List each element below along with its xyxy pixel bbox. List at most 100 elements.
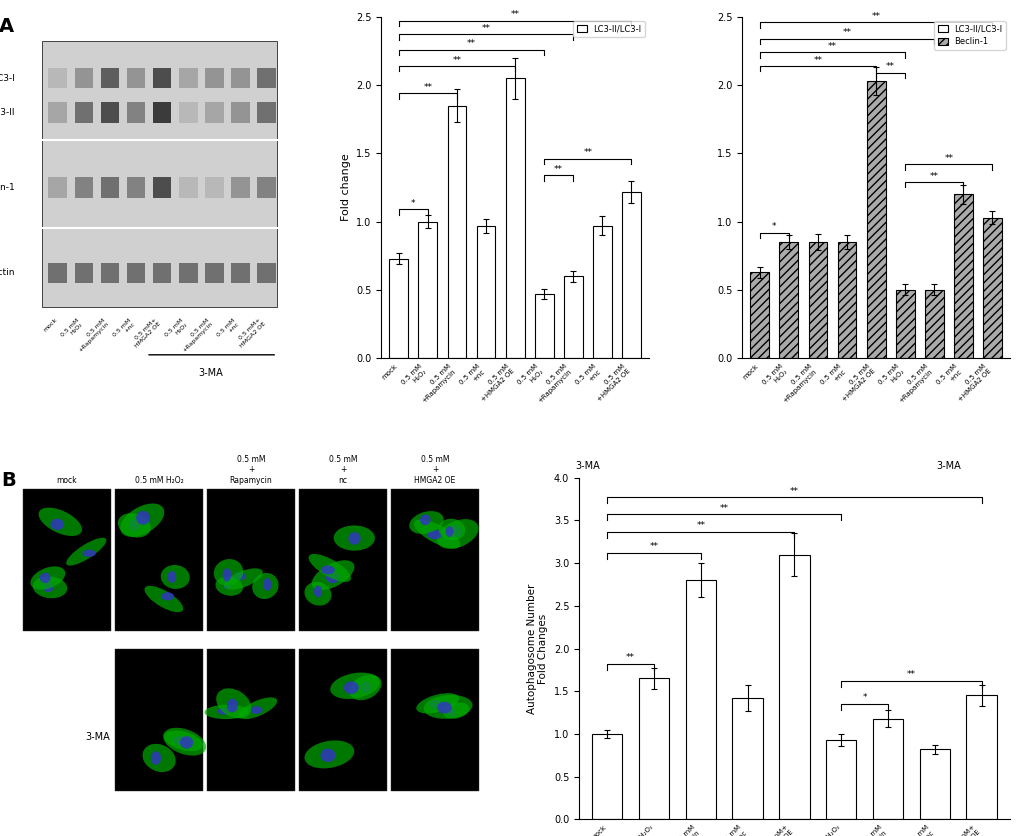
Ellipse shape — [31, 566, 65, 589]
Bar — [153, 102, 171, 123]
Bar — [178, 263, 198, 283]
Text: **: ** — [553, 165, 562, 174]
Bar — [230, 68, 250, 89]
Ellipse shape — [361, 681, 371, 693]
Bar — [207, 649, 294, 791]
Bar — [153, 177, 171, 198]
Ellipse shape — [427, 530, 442, 539]
Text: β-actin: β-actin — [0, 268, 15, 278]
Bar — [476, 226, 495, 359]
Text: **: ** — [626, 653, 635, 662]
Text: 0.5 mM
+Rapamycin: 0.5 mM +Rapamycin — [73, 317, 110, 354]
Bar — [101, 263, 119, 283]
Bar — [389, 258, 408, 359]
Text: 0.5 mM
H₂O₂: 0.5 mM H₂O₂ — [60, 317, 84, 341]
Text: 3-MA: 3-MA — [935, 461, 960, 471]
Text: 0.5 mM
+Rapamycin: 0.5 mM +Rapamycin — [178, 317, 214, 354]
Ellipse shape — [252, 573, 278, 599]
Bar — [49, 102, 67, 123]
Bar — [390, 649, 479, 791]
Text: LC3-II: LC3-II — [0, 108, 15, 117]
Bar — [115, 489, 203, 631]
Text: 0.5 mM+
HMGA2 OE: 0.5 mM+ HMGA2 OE — [234, 317, 266, 349]
Ellipse shape — [326, 572, 339, 584]
Bar — [866, 81, 884, 359]
Ellipse shape — [167, 571, 176, 583]
Ellipse shape — [437, 701, 451, 714]
Bar — [101, 68, 119, 89]
Text: 0.5 mM
+
Rapamycin: 0.5 mM + Rapamycin — [229, 455, 272, 485]
Bar — [126, 263, 146, 283]
Bar — [126, 177, 146, 198]
Text: *: * — [411, 199, 415, 208]
Bar — [966, 696, 996, 819]
Ellipse shape — [40, 573, 51, 584]
Ellipse shape — [428, 700, 441, 709]
Text: 0.5 mM
+nc: 0.5 mM +nc — [216, 317, 240, 341]
Ellipse shape — [416, 693, 459, 713]
Text: 3-MA: 3-MA — [198, 369, 222, 379]
Ellipse shape — [409, 511, 443, 534]
Ellipse shape — [136, 511, 150, 525]
Ellipse shape — [330, 672, 379, 699]
Bar — [49, 177, 67, 198]
Bar — [153, 68, 171, 89]
Ellipse shape — [447, 709, 455, 716]
Ellipse shape — [179, 737, 193, 749]
Bar — [153, 263, 171, 283]
Bar — [779, 242, 798, 359]
Bar — [257, 263, 275, 283]
Ellipse shape — [39, 507, 82, 536]
Bar — [622, 191, 640, 359]
Bar — [638, 678, 668, 819]
Bar — [808, 242, 826, 359]
Ellipse shape — [145, 586, 183, 612]
Ellipse shape — [320, 748, 335, 762]
Bar — [49, 68, 67, 89]
Text: **: ** — [649, 543, 658, 551]
Text: **: ** — [481, 24, 490, 33]
Ellipse shape — [129, 519, 140, 531]
Bar — [74, 102, 93, 123]
Ellipse shape — [420, 514, 430, 525]
Bar — [74, 68, 93, 89]
Bar — [101, 177, 119, 198]
Bar — [534, 294, 553, 359]
Text: B: B — [1, 471, 15, 490]
Bar — [126, 102, 146, 123]
Ellipse shape — [436, 519, 478, 549]
Bar — [205, 68, 223, 89]
Text: **: ** — [944, 154, 953, 163]
Text: mock: mock — [42, 317, 58, 333]
Text: 0.5 mM
+
HMGA2 OE: 0.5 mM + HMGA2 OE — [414, 455, 455, 485]
Ellipse shape — [50, 518, 64, 530]
Ellipse shape — [83, 550, 96, 557]
Legend: LC3-II/LC3-I, Beclin-1: LC3-II/LC3-I, Beclin-1 — [933, 21, 1005, 49]
Bar — [257, 102, 275, 123]
Ellipse shape — [215, 577, 243, 596]
Text: **: ** — [906, 670, 915, 680]
Bar — [924, 290, 943, 359]
Y-axis label: Fold change: Fold change — [340, 154, 351, 222]
Ellipse shape — [226, 699, 237, 712]
Ellipse shape — [120, 503, 164, 537]
Text: **: ** — [467, 39, 476, 48]
Text: **: ** — [789, 487, 798, 496]
Text: **: ** — [886, 63, 895, 71]
Bar — [779, 554, 809, 819]
Bar — [115, 649, 203, 791]
Bar — [74, 177, 93, 198]
Bar — [257, 68, 275, 89]
Bar — [837, 242, 856, 359]
Bar — [825, 740, 856, 819]
Bar — [919, 749, 949, 819]
Text: **: ** — [696, 521, 704, 530]
Ellipse shape — [205, 705, 249, 719]
Ellipse shape — [445, 527, 453, 537]
Bar — [42, 41, 277, 307]
Text: mock: mock — [56, 476, 77, 485]
Bar — [982, 217, 1001, 359]
Ellipse shape — [250, 706, 262, 714]
Bar — [592, 226, 611, 359]
Text: 3-MA: 3-MA — [575, 461, 599, 471]
